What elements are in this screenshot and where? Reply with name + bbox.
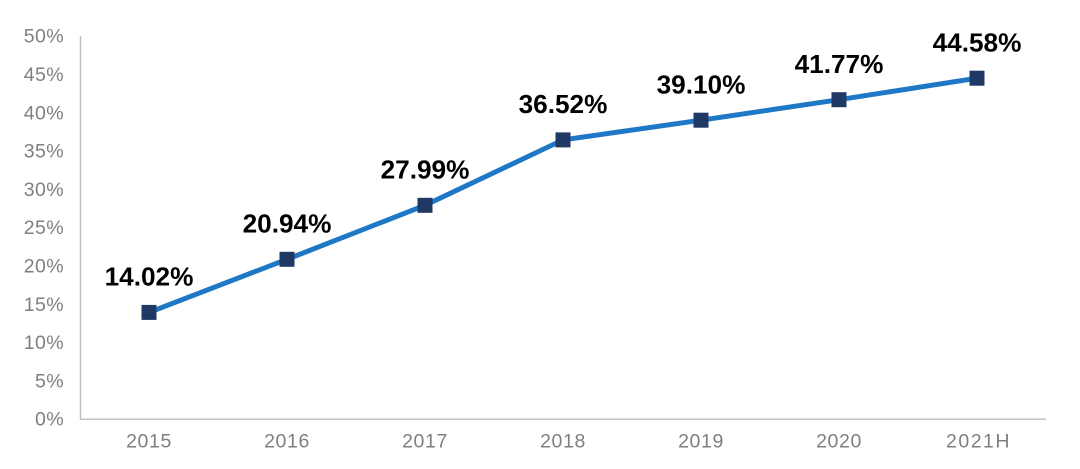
svg-text:2015: 2015 xyxy=(126,431,172,453)
svg-text:20.94%: 20.94% xyxy=(243,208,332,238)
svg-text:41.77%: 41.77% xyxy=(795,49,884,79)
svg-text:0%: 0% xyxy=(35,409,64,431)
svg-text:45%: 45% xyxy=(24,64,64,86)
svg-text:30%: 30% xyxy=(24,179,64,201)
svg-text:2017: 2017 xyxy=(402,431,448,453)
svg-text:25%: 25% xyxy=(24,217,64,239)
svg-text:2019: 2019 xyxy=(678,431,724,453)
svg-text:5%: 5% xyxy=(35,370,64,392)
svg-text:27.99%: 27.99% xyxy=(381,154,470,184)
svg-text:2021H: 2021H xyxy=(946,431,1011,453)
svg-text:10%: 10% xyxy=(24,332,64,354)
svg-text:35%: 35% xyxy=(24,141,64,163)
svg-text:20%: 20% xyxy=(24,256,64,278)
svg-text:50%: 50% xyxy=(24,26,64,48)
svg-text:36.52%: 36.52% xyxy=(519,89,608,119)
svg-text:15%: 15% xyxy=(24,294,64,316)
svg-text:39.10%: 39.10% xyxy=(657,69,746,99)
svg-text:44.58%: 44.58% xyxy=(933,27,1022,57)
svg-text:2016: 2016 xyxy=(264,431,310,453)
svg-text:2020: 2020 xyxy=(816,431,862,453)
svg-text:40%: 40% xyxy=(24,102,64,124)
svg-text:14.02%: 14.02% xyxy=(105,262,194,292)
svg-text:2018: 2018 xyxy=(540,431,586,453)
